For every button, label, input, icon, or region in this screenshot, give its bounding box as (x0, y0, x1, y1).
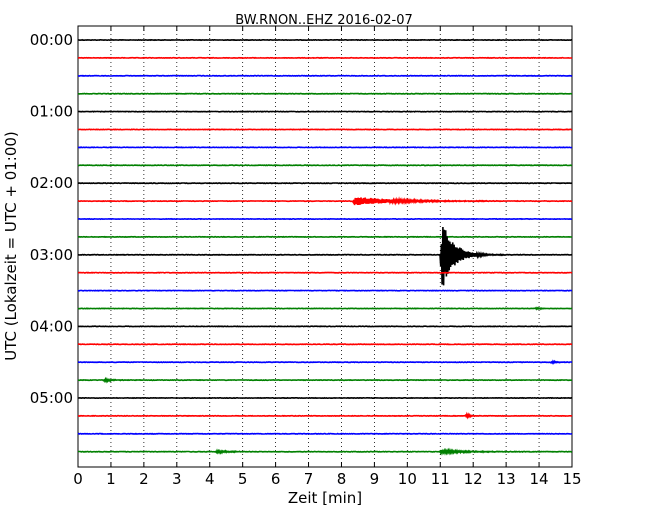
trace-0430 (77, 359, 573, 365)
x-tick-label: 6 (271, 470, 281, 488)
x-tick-label: 14 (530, 470, 549, 488)
x-tick-label: 13 (497, 470, 516, 488)
plot-frame (77, 25, 573, 468)
x-tick-label: 12 (464, 470, 483, 488)
x-tick-label: 9 (370, 470, 380, 488)
x-tick-label: 1 (106, 470, 116, 488)
y-tick-label: 04:00 (30, 317, 73, 335)
trace-0445 (78, 376, 572, 384)
trace-0545 (77, 447, 572, 456)
x-axis-label: Zeit [min] (288, 489, 362, 507)
x-tick-label: 11 (431, 470, 450, 488)
x-tick-label: 5 (238, 470, 248, 488)
x-tick-label: 7 (304, 470, 314, 488)
y-tick-label: 00:00 (30, 31, 73, 49)
x-tick-label: 3 (172, 470, 182, 488)
y-axis-label: UTC (Lokalzeit = UTC + 01:00) (2, 131, 20, 361)
y-tick-label: 02:00 (30, 174, 73, 192)
y-tick-label: 05:00 (30, 389, 73, 407)
x-tick-label: 15 (562, 470, 581, 488)
trace-0215 (77, 196, 573, 206)
grid-lines (110, 26, 540, 467)
chart-title: BW.RNON..EHZ 2016-02-07 (235, 13, 413, 28)
x-axis-ticks: 0 1 2 3 4 5 6 7 8 9 10 11 12 13 14 15 (73, 26, 582, 488)
y-tick-label: 03:00 (30, 246, 73, 264)
x-tick-label: 4 (205, 470, 215, 488)
x-tick-label: 0 (73, 470, 83, 488)
x-tick-label: 10 (398, 470, 417, 488)
trace-0345 (77, 306, 572, 311)
trace-0515 (78, 411, 573, 420)
trace-0300 (77, 226, 573, 286)
y-axis-ticks: 00:00 01:00 02:00 03:00 04:00 05:00 (30, 31, 572, 407)
y-tick-label: 01:00 (30, 103, 73, 121)
seismogram-traces (77, 38, 573, 456)
x-tick-label: 2 (139, 470, 149, 488)
x-tick-label: 8 (337, 470, 347, 488)
